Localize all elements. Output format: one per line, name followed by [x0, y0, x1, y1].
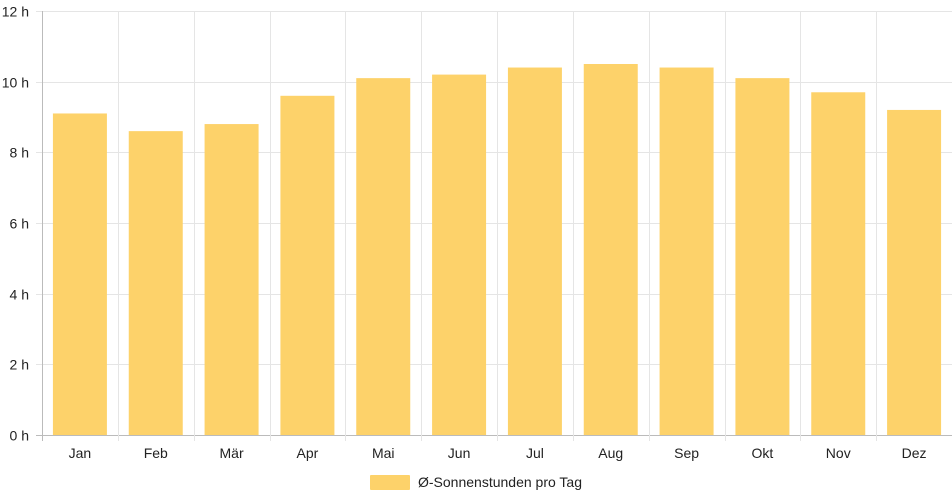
y-tick-label: 10 h [2, 75, 29, 91]
axes: 0 h 2 h 4 h 6 h 8 h 10 h 12 h Jan Feb Mär Apr Mai Ju… [2, 4, 927, 462]
x-tick-label: Jul [526, 445, 544, 461]
y-tick-label: 0 h [10, 428, 29, 444]
x-tick-label: Okt [752, 445, 774, 461]
y-tick-label: 2 h [10, 357, 29, 373]
bar-3[interactable] [204, 124, 259, 436]
x-tick-label: Dez [902, 445, 927, 461]
bars [52, 64, 942, 436]
bar-5[interactable] [356, 78, 411, 435]
x-tick-label: Mär [220, 445, 244, 461]
x-tick-label: Jun [448, 445, 471, 461]
x-tick-label: Sep [674, 445, 699, 461]
grid [36, 11, 952, 441]
x-tick-label: Aug [598, 445, 623, 461]
bar-12[interactable] [887, 109, 942, 435]
y-tick-label: 12 h [2, 4, 29, 20]
legend-label: Ø-Sonnenstunden pro Tag [418, 474, 582, 490]
legend[interactable]: Ø-Sonnenstunden pro Tag [370, 474, 582, 490]
bar-9[interactable] [659, 67, 714, 436]
bar-11[interactable] [811, 92, 866, 436]
bar-6[interactable] [432, 74, 487, 435]
bar-1[interactable] [52, 113, 107, 435]
legend-swatch [370, 475, 410, 490]
bar-2[interactable] [128, 131, 183, 435]
y-tick-label: 8 h [10, 145, 29, 161]
y-tick-label: 6 h [10, 216, 29, 232]
y-tick-label: 4 h [10, 287, 29, 303]
x-tick-label: Mai [372, 445, 395, 461]
bar-10[interactable] [735, 78, 790, 435]
x-tick-label: Nov [826, 445, 851, 461]
x-tick-label: Apr [297, 445, 319, 461]
bar-4[interactable] [280, 95, 335, 436]
bar-8[interactable] [583, 64, 638, 435]
x-tick-label: Jan [69, 445, 92, 461]
bar-7[interactable] [507, 67, 562, 436]
x-tick-label: Feb [144, 445, 168, 461]
